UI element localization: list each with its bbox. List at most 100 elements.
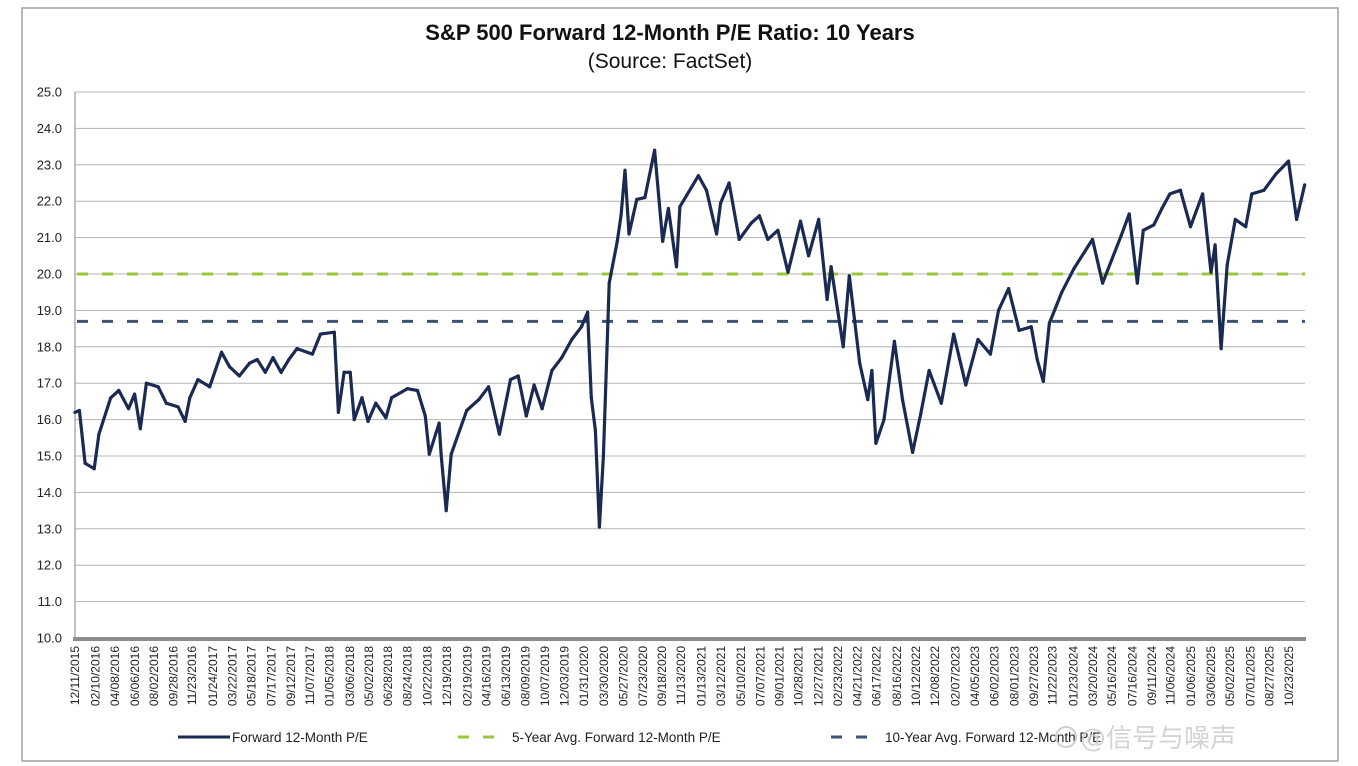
- x-tick-label: 11/22/2023: [1046, 646, 1060, 705]
- data-point: [1219, 347, 1223, 351]
- data-point: [766, 237, 770, 242]
- data-point: [927, 368, 931, 373]
- x-tick-label: 11/07/2017: [303, 646, 317, 705]
- data-point: [237, 374, 241, 378]
- data-point: [477, 397, 481, 402]
- data-point: [532, 383, 536, 387]
- data-point: [271, 356, 275, 360]
- data-point: [208, 385, 212, 389]
- data-point: [332, 330, 336, 334]
- data-point: [1141, 228, 1145, 232]
- x-tick-label: 07/23/2020: [636, 646, 650, 706]
- y-tick-label: 21.0: [37, 230, 62, 245]
- data-point: [287, 357, 291, 362]
- data-point: [97, 432, 101, 436]
- x-tick-label: 04/21/2022: [850, 646, 864, 706]
- x-tick-label: 12/08/2022: [928, 646, 942, 706]
- data-point: [589, 396, 593, 400]
- data-point: [318, 332, 323, 336]
- y-tick-label: 20.0: [37, 267, 62, 282]
- x-tick-label: 01/06/2025: [1184, 646, 1198, 706]
- data-point: [1225, 263, 1229, 267]
- chart-title: S&P 500 Forward 12-Month P/E Ratio: 10 Y…: [425, 20, 914, 45]
- y-tick-label: 17.0: [37, 376, 62, 391]
- data-point: [653, 148, 657, 152]
- x-tick-label: 03/20/2024: [1086, 646, 1100, 706]
- y-tick-label: 18.0: [37, 339, 62, 354]
- x-tick-label: 07/07/2021: [753, 646, 767, 706]
- data-point: [247, 361, 252, 365]
- x-tick-label: 07/17/2017: [265, 646, 279, 706]
- x-tick-label: 09/12/2017: [284, 646, 298, 706]
- data-point: [117, 388, 121, 393]
- y-tick-label: 13.0: [37, 521, 62, 536]
- x-tick-label: 09/01/2021: [772, 646, 786, 706]
- x-tick-label: 11/13/2020: [674, 646, 688, 705]
- data-point: [1188, 225, 1193, 229]
- data-point: [439, 452, 443, 456]
- data-point: [516, 374, 520, 378]
- chart-subtitle: (Source: FactSet): [588, 50, 753, 73]
- y-tick-label: 25.0: [37, 85, 62, 100]
- data-point: [696, 174, 701, 178]
- data-point: [911, 450, 915, 454]
- data-point: [342, 370, 346, 374]
- data-point: [415, 388, 420, 393]
- x-tick-label: 11/23/2016: [185, 646, 199, 705]
- data-point: [1029, 325, 1033, 329]
- x-tick-label: 08/01/2023: [1008, 646, 1022, 706]
- y-tick-label: 23.0: [37, 157, 62, 172]
- data-point: [183, 419, 187, 424]
- data-point: [870, 368, 874, 373]
- y-tick-label: 22.0: [37, 194, 62, 209]
- data-point: [524, 414, 528, 418]
- y-tick-label: 11.0: [38, 594, 62, 609]
- x-tick-label: 06/06/2016: [128, 646, 142, 706]
- data-point: [444, 509, 448, 513]
- data-point: [874, 441, 878, 445]
- data-point: [847, 274, 851, 278]
- data-point: [570, 337, 574, 342]
- data-point: [678, 205, 682, 209]
- data-point: [666, 206, 671, 211]
- data-point: [825, 297, 829, 302]
- x-tick-label: 01/05/2018: [323, 646, 337, 706]
- x-tick-label: 05/02/2025: [1223, 646, 1237, 706]
- data-point: [988, 352, 993, 356]
- data-point: [1168, 192, 1172, 196]
- x-tick-label: 02/23/2022: [831, 646, 845, 706]
- data-point: [715, 232, 719, 236]
- legend-label: 10-Year Avg. Forward 12-Month P/E: [885, 730, 1101, 745]
- data-point: [939, 401, 943, 405]
- x-tick-label: 01/13/2021: [694, 646, 708, 706]
- x-tick-label: 12/27/2021: [812, 646, 826, 706]
- chart-frame: [21, 7, 1339, 762]
- data-point: [593, 428, 597, 433]
- data-point: [1303, 183, 1307, 187]
- data-point: [405, 387, 410, 391]
- legend-item-forward-pe: Forward 12-Month P/E: [178, 730, 368, 745]
- legend-item-10yr-avg: 10-Year Avg. Forward 12-Month P/E: [831, 730, 1101, 745]
- average-lines: [77, 272, 1305, 323]
- data-point: [1072, 266, 1076, 271]
- data-point: [952, 332, 956, 336]
- y-tick-label: 16.0: [37, 412, 62, 427]
- x-tick-label: 08/27/2025: [1263, 646, 1277, 706]
- data-point: [465, 408, 469, 413]
- data-point: [486, 385, 491, 389]
- data-point: [550, 368, 554, 373]
- data-point: [817, 217, 821, 221]
- data-point: [366, 419, 370, 424]
- data-point: [976, 337, 980, 342]
- x-tick-label: 04/05/2023: [968, 646, 982, 706]
- x-tick-label: 04/16/2019: [480, 646, 494, 706]
- data-point: [643, 195, 647, 200]
- data-point: [449, 452, 453, 456]
- data-point: [841, 345, 845, 349]
- x-tick-label: 08/09/2019: [518, 646, 532, 706]
- data-point: [126, 407, 131, 411]
- x-tick-label: 08/24/2018: [400, 646, 414, 706]
- data-point: [295, 347, 299, 351]
- x-tick-label: 02/19/2019: [461, 646, 475, 706]
